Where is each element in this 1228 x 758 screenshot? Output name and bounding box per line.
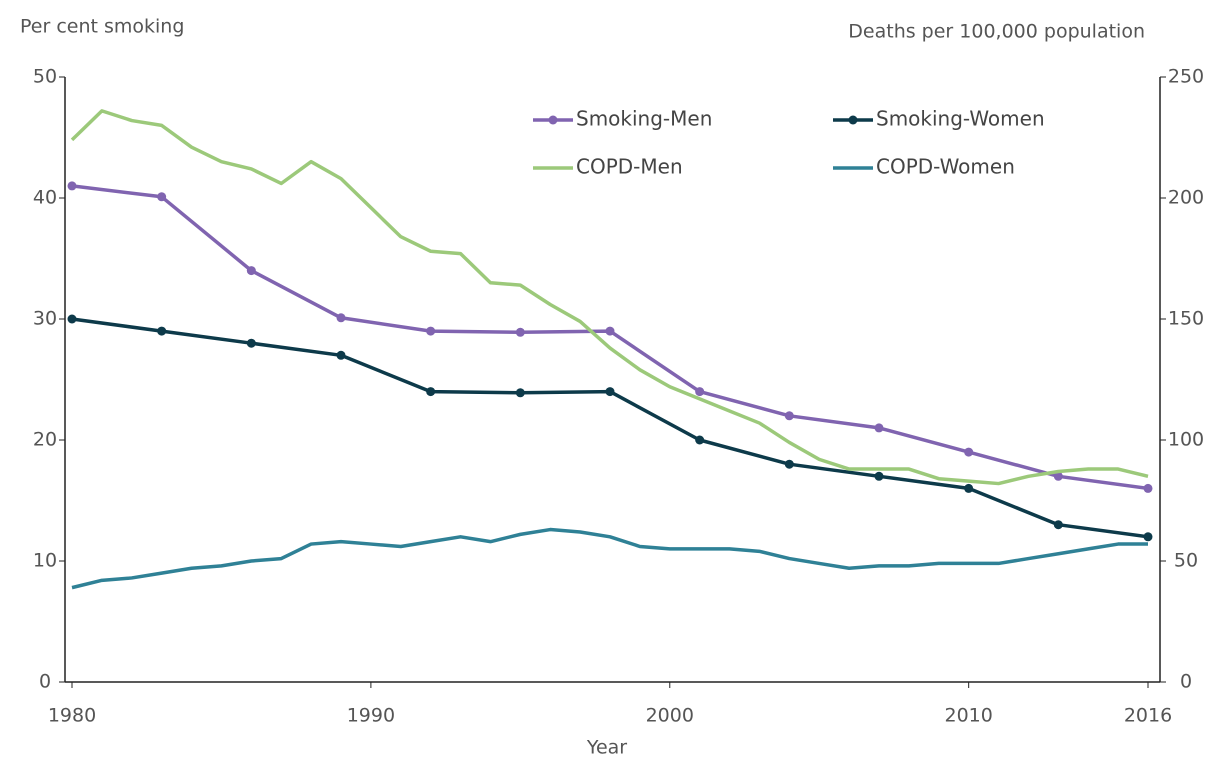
series-marker xyxy=(515,388,525,398)
y-tick-label: 10 xyxy=(33,550,57,572)
x-tick-label: 2016 xyxy=(1124,705,1172,727)
legend-label: COPD-Men xyxy=(576,155,683,179)
y2-tick-label: 0 xyxy=(1180,671,1192,693)
legend-marker xyxy=(548,115,558,125)
series-marker xyxy=(964,447,974,457)
legend-label: Smoking-Women xyxy=(876,107,1045,131)
y2-axis-label: Deaths per 100,000 population xyxy=(848,21,1145,43)
series-line xyxy=(71,317,1149,539)
series-marker xyxy=(605,387,615,397)
legend-marker xyxy=(848,115,858,125)
series-marker xyxy=(695,387,705,397)
series-marker xyxy=(157,326,167,336)
series-marker xyxy=(246,338,256,348)
series-marker xyxy=(964,483,974,493)
y2-tick-label: 50 xyxy=(1174,550,1198,572)
series-marker xyxy=(1053,471,1063,481)
series-marker xyxy=(784,411,794,421)
y-tick-label: 40 xyxy=(33,187,57,209)
y2-tick-label: 250 xyxy=(1168,66,1204,88)
series-marker xyxy=(426,326,436,336)
series-marker xyxy=(874,471,884,481)
y-tick-label: 30 xyxy=(33,308,57,330)
series-marker xyxy=(336,313,346,323)
series-marker xyxy=(1053,520,1063,530)
x-tick-label: 2010 xyxy=(944,705,992,727)
y-tick-label: 20 xyxy=(33,429,57,451)
series-line xyxy=(70,109,1149,486)
series-line xyxy=(71,184,1149,491)
series-marker xyxy=(426,387,436,397)
y-axis-label: Per cent smoking xyxy=(20,16,184,38)
y2-tick-label: 100 xyxy=(1168,429,1204,451)
series-marker xyxy=(246,266,256,276)
x-tick-label: 2000 xyxy=(646,705,694,727)
series-marker xyxy=(515,327,525,337)
y2-tick-label: 150 xyxy=(1168,308,1204,330)
series-marker xyxy=(605,326,615,336)
series-marker xyxy=(874,423,884,433)
series-marker xyxy=(157,192,167,202)
series-marker xyxy=(336,350,346,360)
y-tick-label: 50 xyxy=(33,66,57,88)
series-marker xyxy=(695,435,705,445)
x-tick-label: 1980 xyxy=(48,705,96,727)
series-line xyxy=(71,527,1148,590)
x-tick-label: 1990 xyxy=(347,705,395,727)
y-tick-label: 0 xyxy=(39,671,51,693)
series-marker xyxy=(1143,532,1153,542)
legend-label: Smoking-Men xyxy=(576,107,712,131)
series-marker xyxy=(67,314,77,324)
y2-tick-label: 200 xyxy=(1168,187,1204,209)
series-marker xyxy=(784,459,794,469)
series-marker xyxy=(1143,483,1153,493)
x-axis-label: Year xyxy=(586,737,627,758)
series-marker xyxy=(67,181,77,191)
legend-label: COPD-Women xyxy=(876,155,1015,179)
